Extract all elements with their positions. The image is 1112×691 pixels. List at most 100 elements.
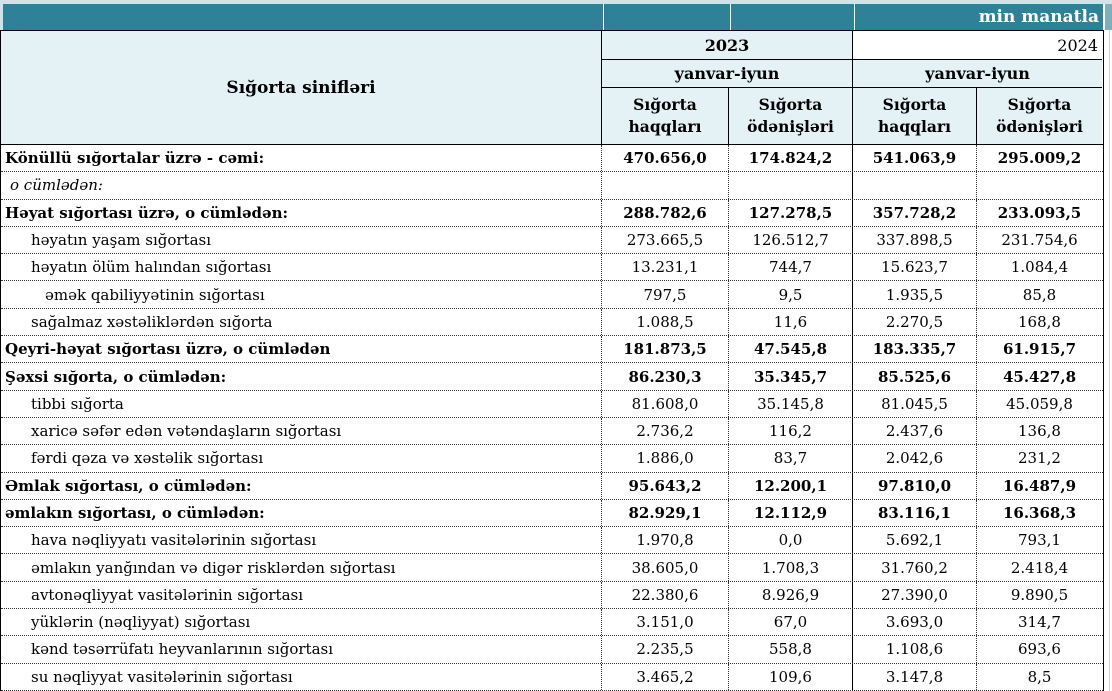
- value-cell: 181.873,5: [602, 336, 729, 363]
- value-cell: 231.754,6: [1001, 231, 1078, 250]
- subcolumn-row: Sığorta haqqları Sığorta ödənişləri Sığo…: [602, 88, 1102, 144]
- value-cell: 295.009,2: [997, 149, 1082, 168]
- row-label: sağalmaz xəstəliklərdən sığorta: [1, 308, 602, 336]
- subcol-payments-2023: Sığorta ödənişləri: [729, 88, 853, 144]
- value-cell: 357.728,2: [853, 199, 977, 226]
- value-cell: 2.736,2: [602, 417, 729, 445]
- value-cell: 273.665,5: [602, 226, 729, 254]
- value-cell: 9,5: [729, 281, 853, 308]
- value-cell: 83,7: [729, 445, 853, 472]
- table-row: hava nəqliyyatı vasitələrinin sığortası 1…: [1, 527, 1103, 555]
- row-label: əmlakın sığortası, o cümlədən:: [1, 499, 602, 527]
- outer-top-strip: [0, 0, 1112, 4]
- value-cell: 1.088,5: [602, 308, 729, 336]
- period-row: yanvar-iyun yanvar-iyun: [602, 60, 1102, 88]
- value-cell: 45.427,8: [1002, 367, 1077, 386]
- value-cell: 35.145,8: [729, 390, 853, 417]
- row-label: Könüllü sığortalar üzrə - cəmi:: [1, 145, 602, 172]
- table-row: xaricə səfər edən vətəndaşların sığortas…: [1, 417, 1103, 446]
- title-band-cell: [3, 4, 603, 30]
- table-row: o cümlədən:: [1, 172, 1103, 200]
- gridline-right: [1109, 30, 1110, 691]
- row-label: o cümlədən:: [1, 172, 602, 199]
- subcol-premiums-2024: Sığorta haqqları: [853, 88, 977, 144]
- value-cell: 85.525,6: [853, 363, 977, 390]
- value-cell: 16.487,9: [1002, 476, 1077, 495]
- table-row: sağalmaz xəstəliklərdən sığorta 1.088,5 11…: [1, 308, 1103, 337]
- row-label: Şəxsi sığorta, o cümlədən:: [1, 363, 602, 390]
- title-band-cell: [604, 4, 730, 30]
- value-cell: 67,0: [729, 609, 853, 636]
- row-label: avtonəqliyyat vasitələrinin sığortası: [1, 581, 602, 609]
- value-cell: 2.042,6: [853, 445, 977, 472]
- value-cell: 183.335,7: [853, 336, 977, 363]
- row-label: fərdi qəza və xəstəlik sığortası: [1, 445, 602, 472]
- table-row: Qeyri-həyat sığortası üzrə, o cümlədən 18…: [1, 336, 1103, 364]
- value-cell: 83.116,1: [853, 499, 977, 527]
- value-cell: 797,5: [602, 281, 729, 308]
- value-cell: 1.886,0: [602, 445, 729, 472]
- unit-label: min manatla: [855, 4, 1103, 30]
- value-cell: 174.824,2: [729, 145, 853, 172]
- table-row: Könüllü sığortalar üzrə - cəmi: 470.656,0…: [1, 145, 1103, 173]
- table-row: kənd təsərrüfatı heyvanlarının sığortası…: [1, 636, 1103, 664]
- period-2024-header: yanvar-iyun: [853, 60, 1102, 87]
- value-cell: 13.231,1: [602, 254, 729, 281]
- value-cell: 5.692,1: [853, 527, 977, 554]
- value-cell: 116,2: [729, 417, 853, 445]
- title-band-cell: [731, 4, 854, 30]
- table-row: yüklərin (nəqliyyat) sığortası 3.151,0 67,…: [1, 609, 1103, 637]
- value-cell: 744,7: [729, 254, 853, 281]
- row-label: tibbi sığorta: [1, 390, 602, 417]
- value-cell: [853, 172, 977, 199]
- value-cell: 81.608,0: [602, 390, 729, 417]
- value-cell: 12.112,9: [729, 499, 853, 527]
- value-cell: 558,8: [729, 636, 853, 663]
- row-label: kənd təsərrüfatı heyvanlarının sığortası: [1, 636, 602, 663]
- value-cell: 2.437,6: [853, 417, 977, 445]
- value-cell: 8.926,9: [729, 581, 853, 609]
- row-label: hava nəqliyyatı vasitələrinin sığortası: [1, 527, 602, 554]
- value-cell: 1.970,8: [602, 527, 729, 554]
- value-cell: 3.151,0: [602, 609, 729, 636]
- insurance-table: Sığorta sinifləri 2023 2024 yanvar-iyun …: [0, 30, 1104, 691]
- value-cell: 127.278,5: [729, 199, 853, 226]
- row-label: su nəqliyyat vasitələrinin sığortası: [1, 663, 602, 690]
- row-label: yüklərin (nəqliyyat) sığortası: [1, 609, 602, 636]
- value-cell: 27.390,0: [853, 581, 977, 609]
- value-cell: 97.810,0: [853, 472, 977, 499]
- table-row: əmlakın yanğından və digər risklərdən sı…: [1, 554, 1103, 582]
- value-cell: [602, 172, 729, 199]
- value-cell: 2.418,4: [1010, 558, 1069, 577]
- period-2023-header: yanvar-iyun: [602, 60, 853, 87]
- value-cell: 38.605,0: [602, 554, 729, 581]
- row-label: xaricə səfər edən vətəndaşların sığortas…: [1, 417, 602, 445]
- title-band-corner: [1105, 4, 1112, 30]
- value-cell: 1.084,4: [1010, 258, 1069, 277]
- value-cell: 3.147,8: [853, 663, 977, 690]
- value-cell: 3.465,2: [602, 663, 729, 690]
- table-row: su nəqliyyat vasitələrinin sığortası 3.46…: [1, 663, 1103, 691]
- value-cell: 136,8: [1018, 422, 1061, 441]
- row-label: Qeyri-həyat sığortası üzrə, o cümlədən: [1, 336, 602, 363]
- value-cell: 15.623,7: [853, 254, 977, 281]
- value-cell: [729, 172, 853, 199]
- value-cell: 2.270,5: [853, 308, 977, 336]
- value-cell: 12.200,1: [729, 472, 853, 499]
- value-cell: 231,2: [1018, 449, 1061, 468]
- header-right-section: 2023 2024 yanvar-iyun yanvar-iyun Sığort…: [602, 31, 1102, 144]
- value-cell: 109,6: [729, 663, 853, 690]
- table-row: həyatın ölüm halından sığortası 13.231,1 7…: [1, 254, 1103, 282]
- value-cell: 95.643,2: [602, 472, 729, 499]
- table-row: həyatın yaşam sığortası 273.665,5 126.512,…: [1, 226, 1103, 255]
- row-label-column-title: Sığorta sinifləri: [1, 31, 602, 144]
- value-cell: [977, 172, 1102, 198]
- table-row: Əmlak sığortası, o cümlədən: 95.643,2 12.2…: [1, 472, 1103, 500]
- value-cell: 85,8: [1022, 285, 1057, 304]
- table-row: Həyat sığortası üzrə, o cümlədən: 288.782…: [1, 199, 1103, 227]
- row-label: Həyat sığortası üzrə, o cümlədən:: [1, 199, 602, 226]
- table-row: əmək qabiliyyətinin sığortası 797,5 9,5 1.9…: [1, 281, 1103, 309]
- value-cell: 337.898,5: [853, 226, 977, 254]
- subcol-premiums-2023: Sığorta haqqları: [602, 88, 729, 144]
